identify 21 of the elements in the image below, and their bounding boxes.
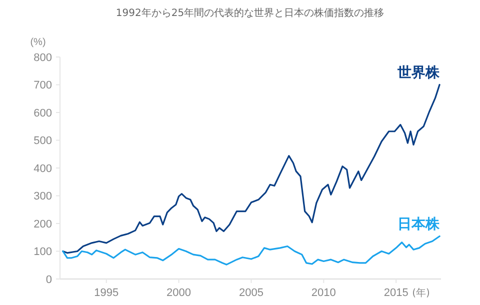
series-label: 世界株 — [396, 64, 441, 81]
y-tick-label: 500 — [34, 135, 52, 148]
line-series — [62, 84, 440, 254]
x-tick-label: 2015 — [384, 287, 408, 299]
y-axis-title: (%) — [30, 37, 46, 48]
x-tick-label: 1995 — [94, 287, 119, 299]
x-axis-title: (年) — [412, 287, 430, 299]
x-tick-label: 2000 — [166, 287, 192, 299]
line-series — [62, 235, 440, 266]
y-tick-label: 800 — [34, 52, 52, 64]
y-tick-label: 0 — [46, 274, 52, 286]
series-label: 日本株 — [398, 216, 441, 232]
y-tick-label: 400 — [34, 162, 52, 175]
y-tick-label: 100 — [34, 246, 52, 258]
y-tick-label: 600 — [34, 107, 52, 120]
x-tick-label: 2010 — [311, 287, 336, 299]
x-tick-label: 2005 — [238, 287, 264, 299]
y-tick-label: 700 — [34, 80, 52, 92]
chart-title: 1992年から25年間の代表的な世界と日本の株価指数の推移 — [116, 7, 384, 19]
y-tick-label: 200 — [34, 218, 52, 230]
y-tick-label: 300 — [34, 190, 52, 203]
